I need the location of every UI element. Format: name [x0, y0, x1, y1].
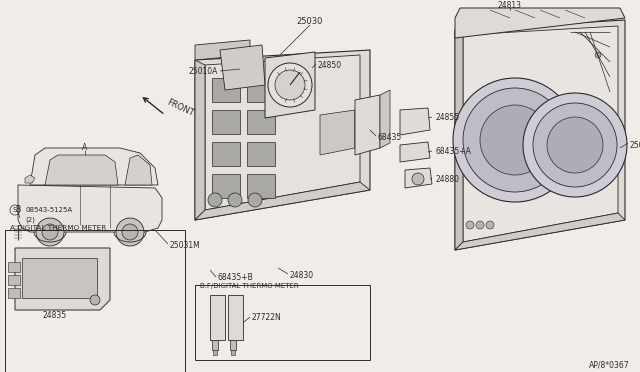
Circle shape — [523, 93, 627, 197]
Polygon shape — [400, 108, 430, 135]
Bar — [8, 288, 20, 298]
Polygon shape — [213, 350, 217, 355]
Circle shape — [275, 70, 305, 100]
Text: 25030: 25030 — [297, 17, 323, 26]
Polygon shape — [455, 8, 625, 38]
Polygon shape — [195, 60, 205, 220]
Polygon shape — [405, 168, 432, 188]
Polygon shape — [247, 142, 275, 166]
Text: 25031M: 25031M — [170, 241, 201, 250]
Polygon shape — [247, 174, 275, 198]
Polygon shape — [220, 45, 265, 90]
Polygon shape — [463, 26, 618, 242]
Text: 25010A: 25010A — [189, 67, 218, 77]
Text: FRONT: FRONT — [165, 98, 195, 118]
Polygon shape — [205, 55, 360, 210]
Polygon shape — [355, 95, 380, 155]
Polygon shape — [210, 295, 225, 340]
Text: 08543-5125A: 08543-5125A — [25, 207, 72, 213]
Polygon shape — [455, 20, 625, 250]
Circle shape — [547, 117, 603, 173]
Polygon shape — [265, 52, 315, 118]
Polygon shape — [18, 185, 162, 232]
Polygon shape — [212, 340, 218, 350]
Text: 24835: 24835 — [43, 311, 67, 320]
Circle shape — [90, 295, 100, 305]
Polygon shape — [195, 182, 370, 220]
Polygon shape — [212, 78, 240, 102]
Text: AP/8*0367: AP/8*0367 — [589, 360, 630, 369]
Polygon shape — [212, 174, 240, 198]
Bar — [8, 262, 20, 272]
Text: (2): (2) — [25, 217, 35, 223]
Text: 68435: 68435 — [378, 134, 403, 142]
Polygon shape — [380, 90, 390, 148]
Text: 24880: 24880 — [435, 174, 459, 183]
Circle shape — [42, 224, 58, 240]
Polygon shape — [320, 110, 355, 155]
Text: B: B — [15, 205, 20, 215]
Text: B.F/DIGITAL THERMO METER: B.F/DIGITAL THERMO METER — [200, 283, 299, 289]
Circle shape — [533, 103, 617, 187]
Polygon shape — [125, 155, 152, 185]
Text: 27722N: 27722N — [252, 314, 282, 323]
Polygon shape — [45, 155, 118, 185]
Polygon shape — [358, 122, 372, 140]
Circle shape — [248, 193, 262, 207]
Polygon shape — [455, 30, 463, 250]
Circle shape — [463, 88, 567, 192]
Polygon shape — [15, 248, 110, 310]
Circle shape — [595, 52, 601, 58]
Text: 24813: 24813 — [498, 0, 522, 10]
Text: 68435+B: 68435+B — [218, 273, 253, 282]
Circle shape — [244, 64, 254, 74]
Circle shape — [466, 221, 474, 229]
Text: 68435+A: 68435+A — [435, 148, 471, 157]
Circle shape — [122, 224, 138, 240]
Circle shape — [228, 193, 242, 207]
Circle shape — [208, 193, 222, 207]
Text: A: A — [83, 144, 88, 153]
Circle shape — [268, 63, 312, 107]
Bar — [22, 258, 97, 298]
Bar — [5, 230, 185, 372]
Text: 24830: 24830 — [290, 270, 314, 279]
Polygon shape — [195, 40, 250, 60]
Text: 24850: 24850 — [318, 61, 342, 70]
Text: 24855: 24855 — [435, 113, 459, 122]
Polygon shape — [455, 213, 625, 250]
Polygon shape — [231, 350, 235, 355]
Polygon shape — [247, 78, 275, 102]
Circle shape — [480, 105, 550, 175]
Polygon shape — [240, 57, 258, 78]
Circle shape — [412, 173, 424, 185]
Polygon shape — [400, 142, 430, 162]
Text: 25031: 25031 — [630, 141, 640, 150]
Polygon shape — [230, 340, 236, 350]
Circle shape — [116, 218, 144, 246]
Polygon shape — [212, 110, 240, 134]
Circle shape — [36, 218, 64, 246]
Circle shape — [453, 78, 577, 202]
Bar — [8, 275, 20, 285]
Polygon shape — [355, 107, 365, 148]
Text: S: S — [13, 207, 17, 213]
Polygon shape — [25, 175, 35, 183]
Polygon shape — [195, 50, 370, 220]
Polygon shape — [228, 295, 243, 340]
Circle shape — [486, 221, 494, 229]
Text: A.DIGITAL THERMO METER: A.DIGITAL THERMO METER — [10, 225, 106, 231]
Polygon shape — [212, 142, 240, 166]
Bar — [195, 285, 370, 360]
Polygon shape — [30, 148, 158, 185]
Polygon shape — [247, 110, 275, 134]
Circle shape — [476, 221, 484, 229]
